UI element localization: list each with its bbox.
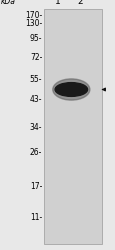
Text: 55-: 55-: [30, 75, 42, 84]
Ellipse shape: [52, 79, 89, 100]
Text: 170-: 170-: [25, 10, 42, 20]
Text: 34-: 34-: [30, 123, 42, 132]
Text: 17-: 17-: [30, 182, 42, 191]
Text: 1: 1: [55, 0, 60, 6]
Text: 95-: 95-: [30, 34, 42, 43]
Text: 11-: 11-: [30, 213, 42, 222]
Text: 130-: 130-: [25, 19, 42, 28]
Text: 26-: 26-: [30, 148, 42, 157]
Ellipse shape: [55, 82, 87, 96]
Text: kDa: kDa: [1, 0, 16, 6]
Text: 43-: 43-: [30, 96, 42, 104]
Text: 72-: 72-: [30, 52, 42, 62]
Text: 2: 2: [77, 0, 83, 6]
Bar: [44, 9, 101, 244]
